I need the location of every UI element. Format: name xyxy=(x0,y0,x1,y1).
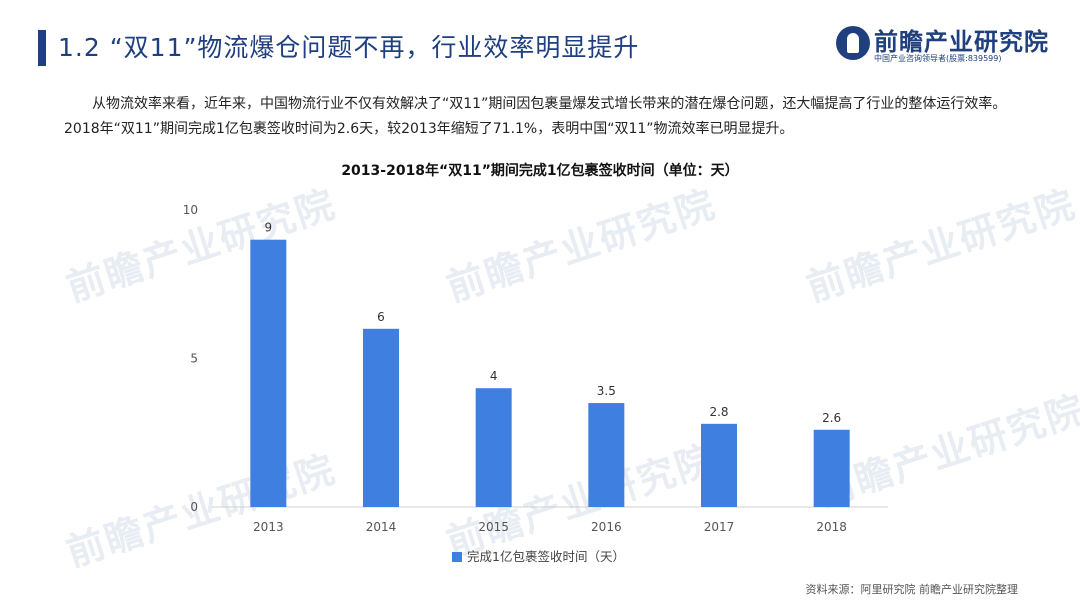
x-tick-label: 2013 xyxy=(253,520,284,534)
y-tick-label: 0 xyxy=(190,500,198,514)
page-title: 1.2 “双11”物流爆仓问题不再，行业效率明显提升 xyxy=(58,33,640,62)
bar xyxy=(588,403,625,507)
chart-legend: 完成1亿包裹签收时间（天） xyxy=(452,546,625,565)
y-tick-label: 5 xyxy=(190,352,198,366)
data-label: 2.8 xyxy=(709,405,728,419)
bar xyxy=(475,388,512,507)
x-tick-label: 2018 xyxy=(816,520,847,534)
data-label: 9 xyxy=(265,221,273,235)
bar xyxy=(813,429,850,507)
logo-subtitle: 中国产业咨询领导者(股票:839599) xyxy=(874,54,1002,63)
legend-swatch xyxy=(452,552,462,562)
bar xyxy=(363,328,399,507)
data-label: 3.5 xyxy=(597,384,616,398)
legend-label: 完成1亿包裹签收时间（天） xyxy=(467,549,625,564)
x-tick-label: 2016 xyxy=(591,520,622,534)
x-tick-label: 2017 xyxy=(704,520,735,534)
title-accent-bar xyxy=(38,30,46,66)
intro-paragraph: 从物流效率来看，近年来，中国物流行业不仅有效解决了“双11”期间因包裹量爆发式增… xyxy=(64,96,1007,137)
data-label: 2.6 xyxy=(822,411,841,425)
source-note: 资料来源：阿里研究院 前瞻产业研究院整理 xyxy=(805,583,1019,596)
bar xyxy=(701,423,737,507)
x-tick-label: 2015 xyxy=(478,520,509,534)
logo-name: 前瞻产业研究院 xyxy=(874,28,1049,56)
data-label: 6 xyxy=(377,310,385,324)
data-label: 4 xyxy=(490,369,498,383)
y-tick-label: 10 xyxy=(183,203,198,217)
x-tick-label: 2014 xyxy=(366,520,397,534)
chart-title: 2013-2018年“双11”期间完成1亿包裹签收时间（单位：天） xyxy=(341,163,739,179)
company-logo: 前瞻产业研究院 中国产业咨询领导者(股票:839599) xyxy=(836,22,1048,68)
logo-mark-icon xyxy=(836,26,870,60)
bar xyxy=(250,239,287,507)
